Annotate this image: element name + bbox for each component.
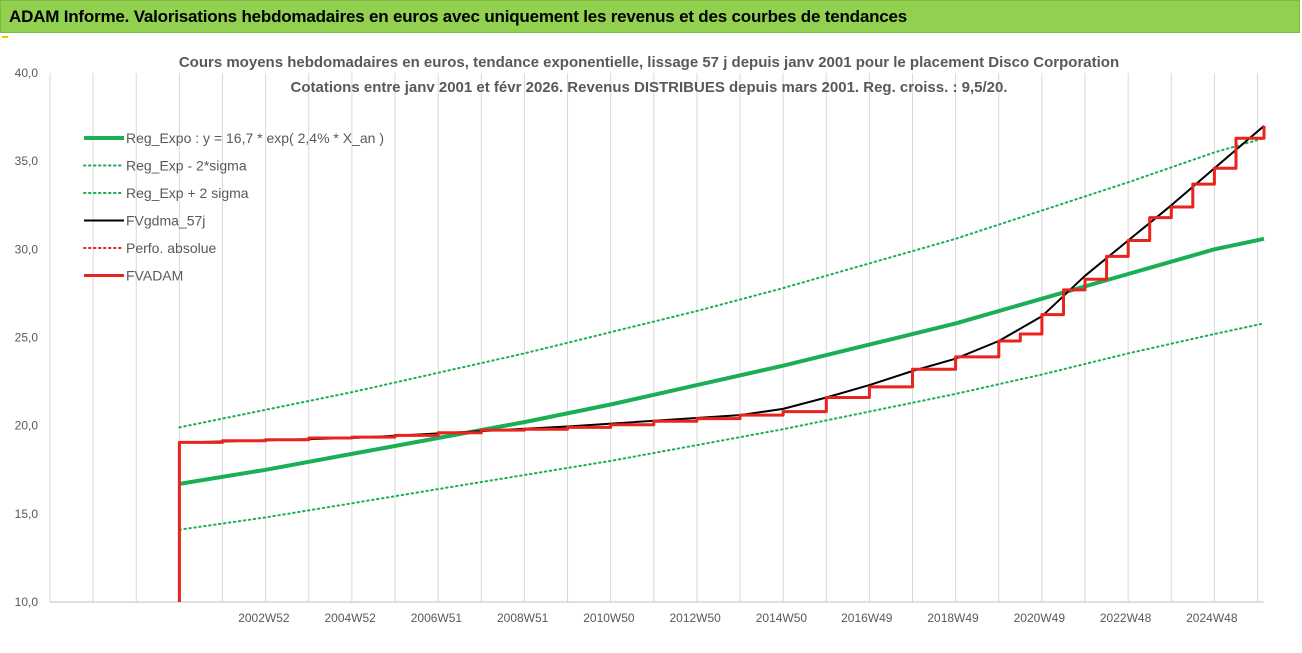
chart-subtitle: Cotations entre janv 2001 et févr 2026. … bbox=[291, 79, 1008, 96]
chart-background bbox=[8, 36, 1298, 651]
x-tick-label: 2002W52 bbox=[238, 611, 290, 625]
x-tick-label: 2024W48 bbox=[1186, 611, 1238, 625]
page-title: ADAM Informe. Valorisations hebdomadaire… bbox=[9, 7, 908, 26]
cell-corner-mark-left bbox=[2, 36, 8, 38]
chart-title: Cours moyens hebdomadaires en euros, ten… bbox=[179, 54, 1119, 71]
legend-label: Reg_Exp + 2 sigma bbox=[126, 185, 249, 201]
legend: Reg_Expo : y = 16,7 * exp( 2,4% * X_an )… bbox=[83, 130, 384, 284]
y-tick-label: 30,0 bbox=[15, 242, 39, 256]
x-tick-label: 2006W51 bbox=[411, 611, 463, 625]
x-axis-ticks: 2002W52 2004W52 2006W51 2008W51 2010W50 2012W… bbox=[238, 611, 1238, 625]
x-tick-label: 2022W48 bbox=[1100, 611, 1152, 625]
y-axis-ticks: 10,0 15,0 20,0 25,0 30,0 35,0 40,0 bbox=[15, 66, 39, 609]
title-bar: ADAM Informe. Valorisations hebdomadaire… bbox=[0, 0, 1300, 33]
x-tick-label: 2012W50 bbox=[669, 611, 721, 625]
chart-svg: Cours moyens hebdomadaires en euros, ten… bbox=[8, 36, 1298, 651]
chart-area[interactable]: Cours moyens hebdomadaires en euros, ten… bbox=[8, 36, 1298, 651]
series-line-1 bbox=[178, 322, 1265, 531]
y-tick-label: 25,0 bbox=[15, 331, 39, 345]
x-tick-label: 2020W49 bbox=[1014, 611, 1066, 625]
x-tick-label: 2010W50 bbox=[583, 611, 635, 625]
y-tick-label: 10,0 bbox=[15, 595, 39, 609]
x-tick-label: 2014W50 bbox=[756, 611, 808, 625]
x-tick-label: 2016W49 bbox=[841, 611, 893, 625]
series-lines bbox=[177, 125, 1266, 602]
x-tick-label: 2004W52 bbox=[324, 611, 376, 625]
legend-label: FVgdma_57j bbox=[126, 213, 205, 229]
legend-label: FVADAM bbox=[126, 268, 183, 284]
gridlines bbox=[49, 73, 1264, 603]
y-tick-label: 15,0 bbox=[15, 507, 39, 521]
y-tick-label: 40,0 bbox=[15, 66, 39, 80]
series-line-0 bbox=[179, 236, 1265, 486]
y-tick-label: 20,0 bbox=[15, 419, 39, 433]
legend-label: Perfo. absolue bbox=[126, 240, 216, 256]
x-tick-label: 2008W51 bbox=[497, 611, 549, 625]
series-line-2 bbox=[178, 137, 1265, 429]
y-tick-label: 35,0 bbox=[15, 154, 39, 168]
legend-label: Reg_Expo : y = 16,7 * exp( 2,4% * X_an ) bbox=[126, 130, 384, 146]
legend-label: Reg_Exp - 2*sigma bbox=[126, 158, 247, 174]
series-line-5 bbox=[177, 125, 1266, 602]
x-tick-label: 2018W49 bbox=[927, 611, 979, 625]
